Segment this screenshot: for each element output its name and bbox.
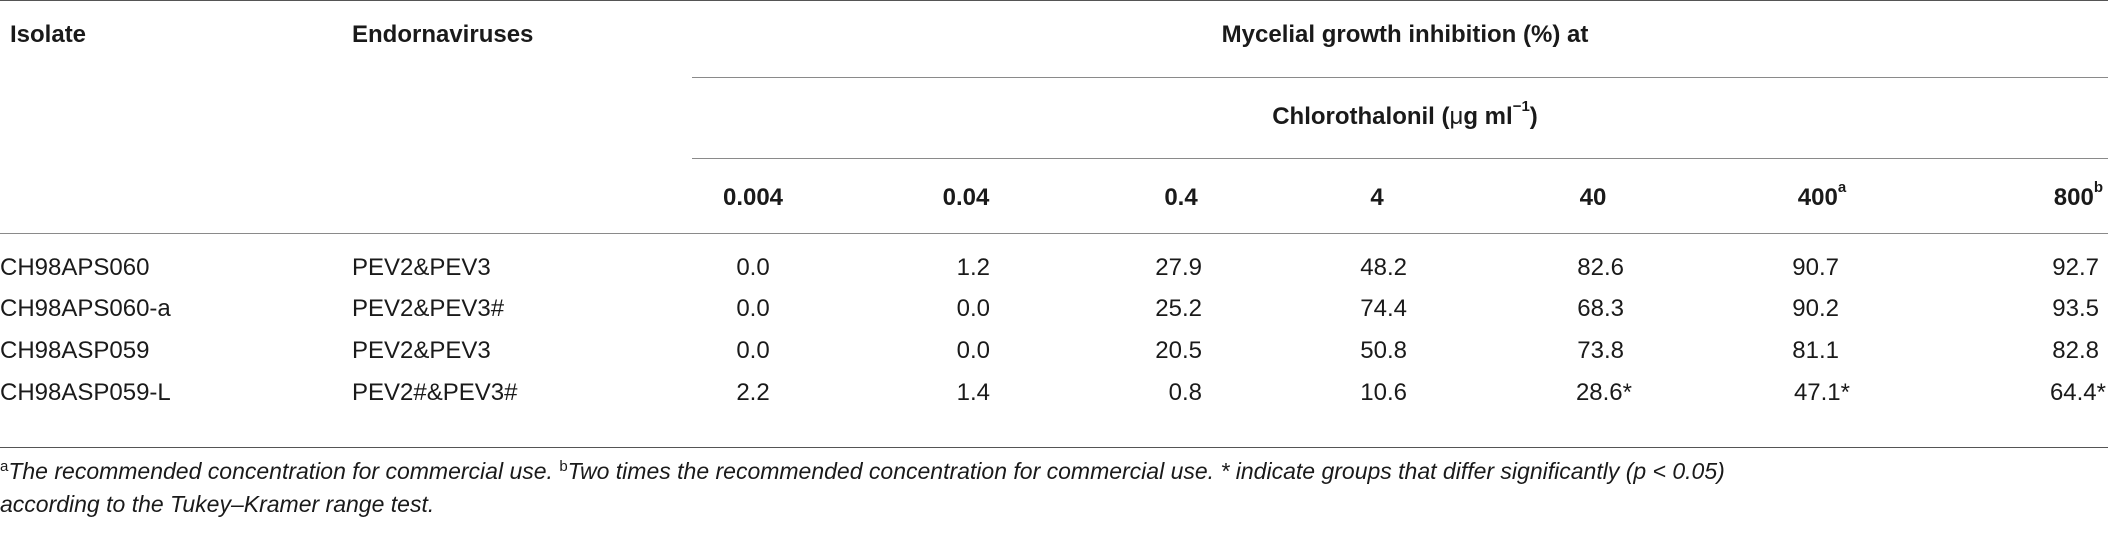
row-2-val-1: 0.0: [736, 295, 770, 322]
row-2-val-4: 74.4: [1360, 295, 1407, 322]
row-1-val-4: 48.2: [1360, 254, 1407, 281]
header-conc-7: 800b: [2053, 179, 2103, 211]
header-isolate: Isolate: [10, 21, 87, 48]
row-3-val-6: 81.1: [1792, 337, 1839, 364]
header-conc-2: 0.04: [942, 184, 990, 211]
row-1-val-1: 0.0: [736, 254, 770, 281]
header-endornaviruses: Endornaviruses: [352, 21, 534, 48]
header-conc-5: 40: [1579, 184, 1607, 211]
row-2-viruses: PEV2&PEV3#: [352, 295, 505, 322]
table-bottom-rule: [0, 447, 2108, 448]
row-3-viruses: PEV2&PEV3: [352, 337, 491, 364]
footnote-line-1: aThe recommended concentration for comme…: [0, 455, 1725, 491]
row-1-val-6: 90.7: [1792, 254, 1839, 281]
header-group-title: Mycelial growth inhibition (%) at: [1221, 21, 1589, 48]
subgroup-rule: [692, 158, 2108, 159]
row-3-isolate: CH98ASP059: [0, 337, 150, 364]
row-4-val-5: 28.6*: [1575, 379, 1632, 406]
row-4-val-2: 1.4: [956, 379, 990, 406]
mu-symbol: μ: [1449, 103, 1464, 130]
header-conc-4: 4: [1370, 184, 1384, 211]
row-4-val-1: 2.2: [736, 379, 770, 406]
row-1-val-3: 27.9: [1155, 254, 1202, 281]
row-4-val-6: 47.1*: [1793, 379, 1850, 406]
footnote-line-2: according to the Tukey–Kramer range test…: [0, 491, 435, 517]
row-1-val-7: 92.7: [2052, 254, 2099, 281]
row-4-val-3: 0.8: [1168, 379, 1202, 406]
top-rule: [0, 0, 2108, 1]
row-4-viruses: PEV2#&PEV3#: [352, 379, 518, 406]
header-bottom-rule: [0, 233, 2108, 234]
row-1-isolate: CH98APS060: [0, 254, 150, 281]
header-subgroup-title: Chlorothalonil (μg ml−1): [1272, 98, 1538, 130]
row-4-val-4: 10.6: [1360, 379, 1407, 406]
row-1-val-5: 82.6: [1577, 254, 1624, 281]
row-2-val-3: 25.2: [1155, 295, 1202, 322]
row-3-val-7: 82.8: [2052, 337, 2099, 364]
row-3-val-1: 0.0: [736, 337, 770, 364]
row-2-isolate: CH98APS060-a: [0, 295, 171, 322]
group-rule: [692, 77, 2108, 78]
row-2-val-2: 0.0: [956, 295, 990, 322]
row-3-val-4: 50.8: [1360, 337, 1407, 364]
row-2-val-6: 90.2: [1792, 295, 1839, 322]
row-3-val-5: 73.8: [1577, 337, 1624, 364]
row-1-viruses: PEV2&PEV3: [352, 254, 491, 281]
row-2-val-5: 68.3: [1577, 295, 1624, 322]
footnote-b-marker: b: [559, 458, 568, 475]
row-1-val-2: 1.2: [956, 254, 990, 281]
header-conc-3: 0.4: [1164, 184, 1198, 211]
footnote-b-text: Two times the recommended concentration …: [567, 458, 1725, 484]
row-3-val-3: 20.5: [1155, 337, 1202, 364]
footnote-a-marker: a: [0, 458, 9, 475]
header-conc-6: 400a: [1797, 179, 1847, 211]
row-2-val-7: 93.5: [2052, 295, 2099, 322]
row-3-val-2: 0.0: [956, 337, 990, 364]
footnote-a-text: The recommended concentration for commer…: [8, 458, 553, 484]
row-4-val-7: 64.4*: [2049, 379, 2106, 406]
header-conc-1: 0.004: [722, 184, 784, 211]
row-4-isolate: CH98ASP059-L: [0, 379, 171, 406]
